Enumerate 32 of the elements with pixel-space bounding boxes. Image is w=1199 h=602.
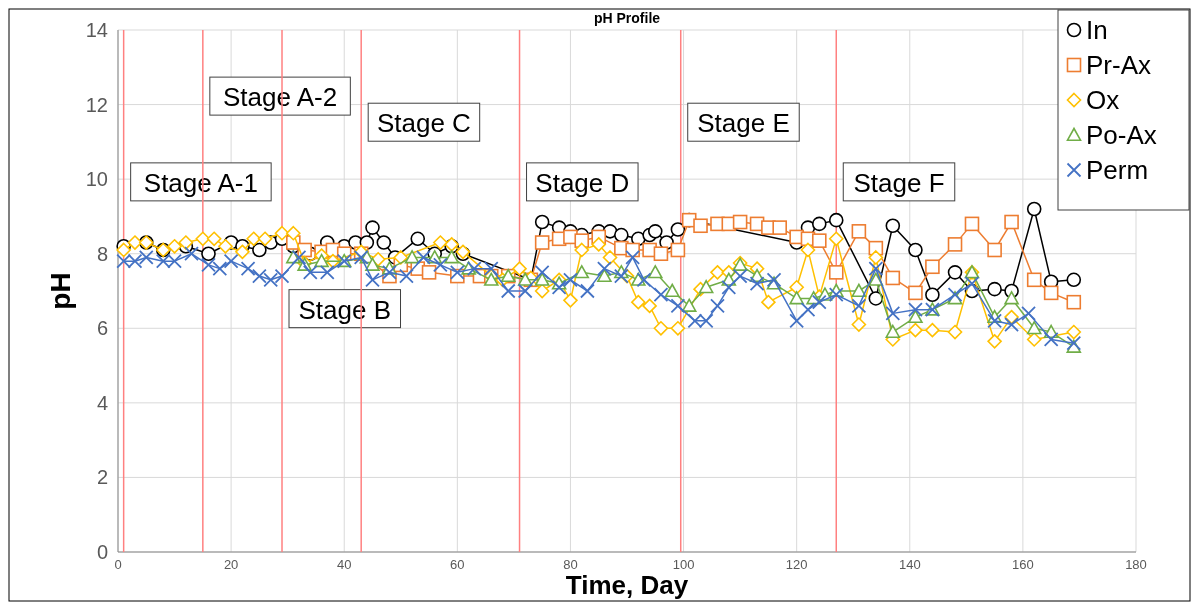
- x-tick-label: 120: [785, 557, 808, 572]
- y-tick-label: 12: [85, 93, 108, 116]
- legend-label: Ox: [1086, 85, 1120, 115]
- x-tick-label: 80: [563, 557, 578, 572]
- x-tick-label: 60: [450, 557, 465, 572]
- legend-label: Pr-Ax: [1086, 50, 1151, 80]
- x-tick-label: 0: [114, 557, 122, 572]
- chart-title: pH Profile: [593, 10, 661, 26]
- y-tick-label: 2: [96, 466, 108, 489]
- x-tick-label: 160: [1012, 557, 1034, 572]
- legend-label: Perm: [1086, 155, 1149, 185]
- y-tick-label: 6: [96, 317, 108, 340]
- ref-line-label: Stage E: [697, 108, 790, 139]
- ref-line-label: Stage B: [298, 294, 392, 325]
- y-tick-label: 4: [96, 391, 108, 414]
- ref-line-label: Stage A-2: [222, 82, 338, 113]
- legend-label: Po-Ax: [1086, 120, 1157, 150]
- ref-line-label: Stage F: [853, 167, 945, 198]
- ref-line-label: Stage D: [535, 167, 630, 198]
- y-tick-label: 8: [96, 242, 108, 265]
- y-axis-title: pH: [45, 272, 76, 310]
- x-tick-label: 40: [336, 557, 352, 572]
- x-tick-label: 140: [898, 557, 921, 572]
- x-tick-label: 100: [672, 557, 695, 572]
- x-tick-label: 20: [223, 557, 239, 572]
- ref-line-label: Stage A-1: [143, 167, 259, 198]
- legend-label: In: [1086, 15, 1108, 45]
- x-axis-title: Time, Day: [565, 570, 689, 600]
- ref-line-label: Stage C: [376, 108, 471, 139]
- x-tick-label: 180: [1125, 557, 1147, 572]
- y-tick-label: 14: [85, 19, 108, 41]
- y-tick-label: 10: [85, 168, 108, 191]
